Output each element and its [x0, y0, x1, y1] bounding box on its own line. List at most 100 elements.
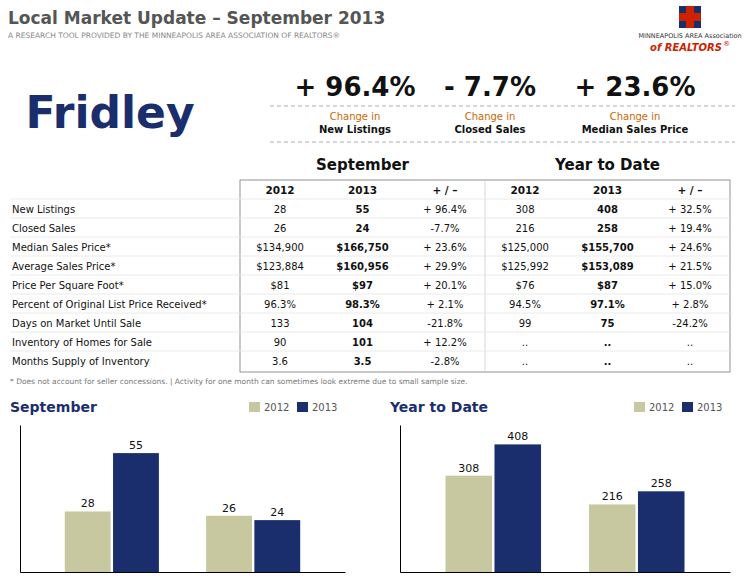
table-cell: + 23.6%	[423, 242, 466, 253]
section-header: September	[316, 156, 410, 174]
row-label: Price Per Square Foot*	[12, 280, 124, 291]
page: Local Market Update – September 2013A RE…	[0, 0, 745, 587]
table-cell: 99	[519, 318, 532, 329]
legend-entry: 2013	[312, 402, 337, 413]
footnote: * Does not account for seller concession…	[10, 377, 468, 386]
legend: 2012 2013	[249, 402, 337, 413]
table-cell: 216	[515, 223, 534, 234]
divider	[270, 106, 735, 107]
table-cell: 308	[515, 204, 534, 215]
table-cell: $125,992	[501, 261, 549, 272]
legend-swatch	[249, 402, 260, 412]
logo-shape	[694, 21, 701, 28]
table-cell: 133	[270, 318, 289, 329]
x-axis	[401, 572, 731, 574]
stat-label: New Listings	[319, 124, 391, 135]
table-cell: 408	[597, 204, 618, 215]
table-header: + / –	[432, 184, 457, 196]
stat-label: Change in	[330, 111, 381, 122]
table-cell: 55	[356, 204, 370, 215]
row-divider	[10, 256, 730, 257]
data-label: 26	[222, 502, 236, 515]
table-cell: 26	[274, 223, 287, 234]
y-axis	[400, 426, 401, 573]
legend: 20122013	[634, 402, 722, 413]
table-header: 2013	[348, 184, 377, 196]
table-cell: ..	[604, 337, 612, 348]
table-cell: $153,089	[581, 261, 634, 272]
row-label: Inventory of Homes for Sale	[12, 337, 152, 348]
logo-text: MINNEAPOLIS AREA Association	[638, 32, 741, 40]
stat-value: - 7.7%	[444, 72, 536, 102]
row-label: New Listings	[12, 204, 75, 215]
row-label: Closed Sales	[12, 223, 75, 234]
table-cell: 75	[601, 318, 615, 329]
table-cell: + 96.4%	[423, 204, 466, 215]
legend-swatch	[682, 402, 693, 412]
row-divider	[10, 294, 730, 295]
chart-title: Year to Date	[389, 399, 488, 415]
table-header: 2012	[265, 184, 294, 196]
table-cell: -7.7%	[430, 223, 459, 234]
table-cell: + 2.8%	[672, 299, 709, 310]
table-cell: $166,750	[336, 242, 389, 253]
table-cell: $123,884	[256, 261, 304, 272]
table-header: 2013	[593, 184, 622, 196]
row-label: Percent of Original List Price Received*	[12, 299, 207, 310]
bar	[254, 520, 300, 572]
table-cell: -24.2%	[672, 318, 707, 329]
row-divider	[10, 237, 730, 238]
row-divider	[10, 218, 730, 219]
data-label: 55	[129, 439, 143, 452]
row-divider	[10, 275, 730, 276]
city: Fridley	[25, 87, 194, 138]
data-labels: 28265524	[81, 439, 285, 519]
bar	[445, 476, 492, 572]
table-cell: 96.3%	[264, 299, 296, 310]
y-axis	[20, 426, 21, 573]
table-cell: 97.1%	[590, 299, 625, 310]
data-label: 308	[458, 462, 479, 475]
stat-label: Change in	[610, 111, 661, 122]
stat-value: + 96.4%	[294, 72, 415, 102]
table-cell: 94.5%	[509, 299, 541, 310]
table-cell: + 2.1%	[427, 299, 464, 310]
table-cell: 3.6	[272, 356, 288, 367]
table-cell: ..	[522, 356, 528, 367]
table-cell: 3.5	[354, 356, 372, 367]
section-header: Year to Date	[554, 156, 660, 174]
chart-title: September	[10, 399, 97, 415]
data-label: 408	[507, 430, 528, 443]
table-cell: ..	[687, 356, 693, 367]
bar-chart: Year to Date30821640825820122013	[389, 399, 731, 573]
row-label: Median Sales Price*	[12, 242, 111, 253]
table-cell: 28	[274, 204, 287, 215]
legend-entry: 2012	[649, 402, 674, 413]
logo-shape	[694, 6, 701, 13]
table-cell: $97	[352, 280, 373, 291]
stat-label: Closed Sales	[454, 124, 525, 135]
legend-entry: 2012	[264, 402, 289, 413]
row-label: Days on Market Until Sale	[12, 318, 141, 329]
table-cell: + 29.9%	[423, 261, 466, 272]
data-label: 24	[270, 506, 284, 519]
table-cell: -21.8%	[427, 318, 462, 329]
table-cell: $134,900	[256, 242, 304, 253]
table-cell: -2.8%	[430, 356, 459, 367]
x-axis-line	[401, 572, 731, 573]
title: Local Market Update – September 2013	[8, 8, 385, 28]
table-cell: 24	[356, 223, 370, 234]
table-cell: ..	[687, 337, 693, 348]
table-cell: ..	[604, 356, 612, 367]
table-cell: 98.3%	[345, 299, 380, 310]
bar	[638, 491, 685, 572]
logo-text: ®	[723, 40, 730, 48]
table-cell: 258	[597, 223, 618, 234]
row-divider	[10, 199, 730, 200]
table-cell: + 32.5%	[668, 204, 711, 215]
table-cell: $87	[597, 280, 618, 291]
x-axis	[21, 572, 346, 574]
row-divider	[10, 332, 730, 333]
stat-label: Change in	[465, 111, 516, 122]
stat-label: Median Sales Price	[582, 124, 689, 135]
